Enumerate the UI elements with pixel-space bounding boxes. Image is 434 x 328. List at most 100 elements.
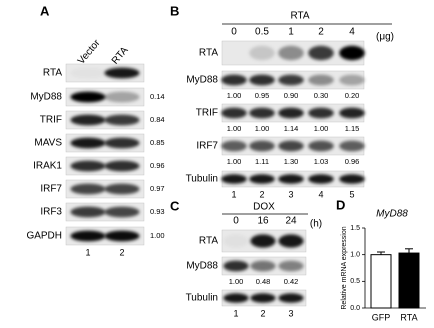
band xyxy=(223,260,249,272)
band xyxy=(278,293,304,303)
band xyxy=(308,140,334,152)
band xyxy=(278,234,304,248)
band xyxy=(70,206,106,218)
band xyxy=(104,183,140,195)
band xyxy=(221,107,247,119)
band xyxy=(278,74,304,86)
protein-label: MAVS xyxy=(34,138,62,149)
band xyxy=(223,293,249,303)
lane-number: 4 xyxy=(318,189,323,199)
ratio: 0.90 xyxy=(284,91,299,100)
lane-number: 3 xyxy=(288,308,293,318)
condition-label: 4 xyxy=(349,27,355,38)
ratio: 1.11 xyxy=(255,157,269,166)
bar xyxy=(398,252,420,309)
band xyxy=(278,140,304,152)
panel-label: B xyxy=(170,3,179,18)
ratio: 0.84 xyxy=(150,115,165,124)
ratio: 1.03 xyxy=(314,157,329,166)
ratio: 0.14 xyxy=(150,92,165,101)
bar xyxy=(370,254,392,309)
condition-label: 1 xyxy=(288,27,294,38)
ratio: 1.30 xyxy=(284,157,299,166)
protein-label: MyD88 xyxy=(30,92,62,103)
ratio: 0.42 xyxy=(284,277,299,286)
protein-label: MyD88 xyxy=(186,261,218,272)
ratio: 1.00 xyxy=(150,231,165,240)
lane-number: 3 xyxy=(288,189,293,199)
ratio: 1.00 xyxy=(229,277,244,286)
condition-label: 0 xyxy=(233,216,239,227)
band xyxy=(308,74,334,86)
y-tick-label: 0.5 xyxy=(350,278,360,285)
ratio: 0.96 xyxy=(150,161,165,170)
band xyxy=(278,260,304,272)
ratio: 1.00 xyxy=(255,124,270,133)
band xyxy=(308,45,334,61)
lane-number: 2 xyxy=(119,247,124,257)
band xyxy=(104,206,140,218)
band xyxy=(70,114,106,126)
band xyxy=(104,137,140,149)
protein-label: IRF3 xyxy=(40,207,62,218)
band xyxy=(339,74,365,86)
band xyxy=(249,174,275,184)
band xyxy=(250,234,276,248)
condition-label: 0 xyxy=(231,27,237,38)
protein-label: TRIF xyxy=(196,108,218,119)
unit: (μg) xyxy=(376,32,394,43)
band xyxy=(278,174,304,184)
lane-number: 1 xyxy=(231,189,236,199)
panel-label: A xyxy=(40,3,50,18)
band xyxy=(104,230,140,242)
unit: (h) xyxy=(310,219,322,230)
condition-label: 24 xyxy=(285,216,297,227)
y-tick-label: 0.0 xyxy=(350,305,360,312)
band xyxy=(223,234,249,248)
band xyxy=(70,68,105,79)
protein-label: GAPDH xyxy=(26,231,62,242)
band xyxy=(339,174,365,184)
band xyxy=(70,160,106,172)
protein-label: TRIF xyxy=(40,115,62,126)
lane-number: 1 xyxy=(233,308,238,318)
band xyxy=(249,74,275,86)
ratio: 1.14 xyxy=(284,124,299,133)
ratio: 0.85 xyxy=(150,138,165,147)
band xyxy=(70,91,106,103)
band xyxy=(339,45,365,61)
lane-number: 2 xyxy=(260,308,265,318)
y-tick-label: 1.0 xyxy=(350,252,360,259)
band xyxy=(70,183,106,195)
ratio: 0.30 xyxy=(314,91,329,100)
band xyxy=(221,74,247,86)
band xyxy=(278,45,304,61)
protein-label: MyD88 xyxy=(186,75,218,86)
protein-label: RTA xyxy=(199,48,218,59)
ratio: 1.00 xyxy=(227,91,242,100)
band xyxy=(308,174,334,184)
chart-title: MyD88 xyxy=(376,209,408,220)
band xyxy=(221,174,247,184)
ratio: 0.96 xyxy=(345,157,360,166)
band xyxy=(70,230,106,242)
band xyxy=(221,140,247,152)
column-header: RTA xyxy=(110,45,131,67)
ratio: 0.93 xyxy=(150,207,165,216)
band xyxy=(104,67,140,79)
band xyxy=(250,293,276,303)
protein-label: RTA xyxy=(199,236,218,247)
ratio: 0.97 xyxy=(150,184,165,193)
band xyxy=(339,140,365,152)
condition-label: 2 xyxy=(318,27,324,38)
band xyxy=(250,260,276,272)
ratio: 0.20 xyxy=(345,91,360,100)
lane-number: 5 xyxy=(349,189,354,199)
ratio: 1.00 xyxy=(227,124,242,133)
treatment: DOX xyxy=(253,202,275,213)
y-tick-label: 1.5 xyxy=(350,225,360,232)
band xyxy=(249,45,275,61)
band xyxy=(70,137,106,149)
y-axis-label: Relative mRNA expression xyxy=(341,226,348,309)
ratio: 1.00 xyxy=(314,124,329,133)
